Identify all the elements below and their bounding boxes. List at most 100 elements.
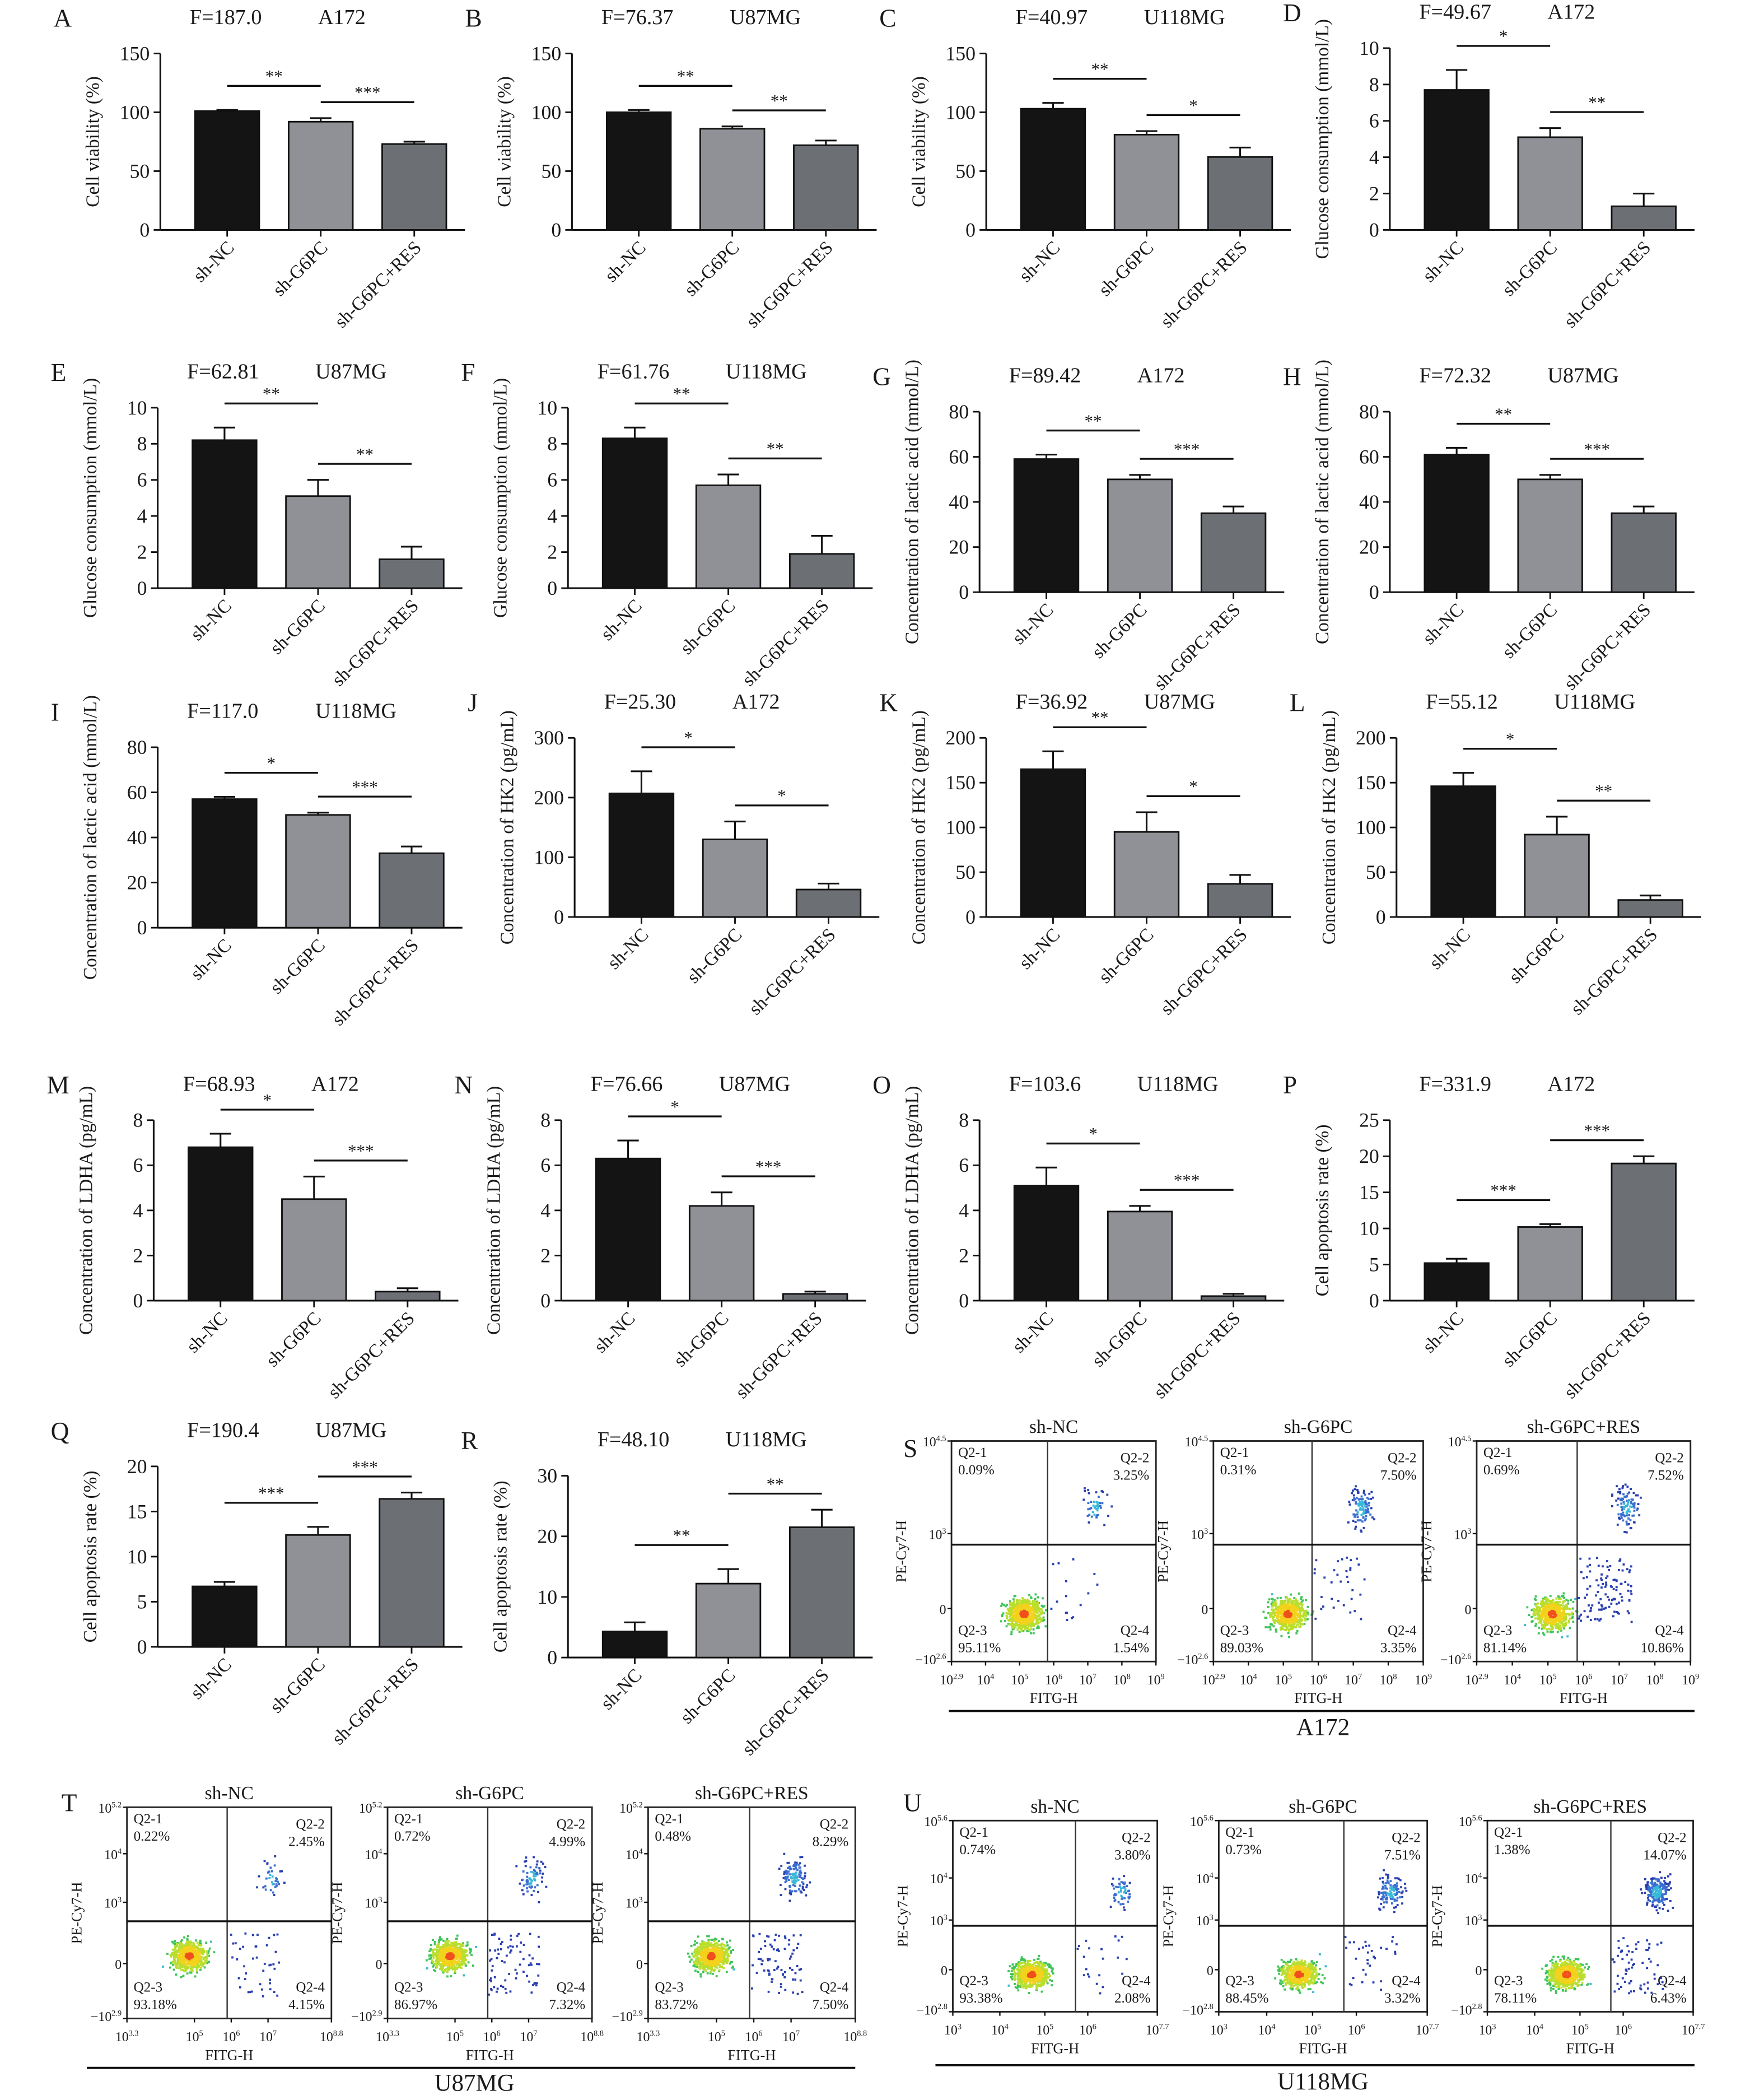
x-tick-label: 102.9 (1202, 1672, 1225, 1688)
event-dot (1087, 1502, 1090, 1505)
event-dot (1359, 1501, 1361, 1503)
event-dot (1532, 1609, 1535, 1612)
event-dot (792, 1949, 795, 1952)
y-tick-label: 20 (949, 536, 969, 558)
event-dot (179, 1961, 181, 1963)
event-dot (1633, 1502, 1636, 1505)
event-dot (1580, 1619, 1583, 1622)
event-dot (1305, 1613, 1308, 1615)
tick-exponent: 8 (1659, 1672, 1663, 1681)
event-dot (1619, 1593, 1622, 1595)
x-tick-label: sh-NC (1009, 599, 1058, 649)
event-dot (1561, 1636, 1563, 1638)
x-tick-label: sh-NC (597, 1665, 646, 1714)
event-dot (179, 1967, 181, 1969)
event-dot (1287, 1632, 1290, 1635)
event-dot (1021, 1597, 1024, 1599)
event-dot (1306, 1605, 1309, 1608)
event-dot (1359, 1508, 1361, 1511)
event-dot (456, 1961, 459, 1963)
event-dot (173, 1955, 175, 1958)
event-dot (455, 1943, 458, 1945)
event-dot (1554, 1623, 1557, 1626)
event-dot (1560, 1616, 1562, 1619)
event-dot (526, 1880, 529, 1883)
panel-letter: F (461, 358, 475, 387)
y-tick-label: 15 (127, 1500, 147, 1522)
event-dot (435, 1961, 438, 1963)
event-dot (1298, 1593, 1300, 1595)
event-dot (1284, 1600, 1287, 1603)
significance-label: ** (1495, 404, 1512, 423)
event-dot (1586, 1565, 1589, 1568)
event-dot (183, 1969, 186, 1972)
event-dot (268, 1870, 270, 1873)
event-dot (533, 1878, 536, 1880)
event-dot (1354, 1488, 1356, 1491)
event-dot (1359, 1519, 1362, 1522)
event-dot (1619, 1558, 1622, 1561)
event-dot (438, 1937, 441, 1940)
x-tick-label: 105 (1275, 1672, 1292, 1688)
event-dot (1640, 1496, 1642, 1499)
event-dot (542, 1862, 544, 1865)
event-dot (1035, 1622, 1038, 1624)
event-dot (1024, 1628, 1026, 1631)
x-tick-label: 104 (1504, 1672, 1521, 1688)
event-dot (1569, 1617, 1571, 1620)
event-dot (1043, 1605, 1046, 1608)
event-dot (1099, 1502, 1102, 1505)
event-dot (502, 1986, 505, 1989)
tick-base: 0 (1201, 1603, 1208, 1617)
y-tick-label: 103 (104, 1896, 122, 1911)
event-dot (540, 1860, 543, 1863)
event-dot (462, 1958, 465, 1961)
event-dot (1019, 1617, 1021, 1619)
quadrant-percent: 10.86% (1641, 1641, 1684, 1656)
event-dot (1095, 1507, 1098, 1510)
event-dot (799, 1884, 801, 1887)
event-dot (458, 1966, 461, 1968)
x-tick-label: sh-G6PC (676, 1665, 740, 1728)
event-dot (1291, 1623, 1293, 1626)
panel-letter: T (62, 1789, 77, 1817)
event-dot (1269, 1615, 1272, 1618)
event-dot (1079, 1604, 1082, 1607)
event-dot (522, 1884, 525, 1887)
event-dot (1306, 1611, 1309, 1614)
y-tick-label: 4 (959, 1199, 969, 1222)
event-dot (463, 1952, 465, 1954)
event-dot (1008, 1619, 1011, 1622)
event-dot (179, 1959, 182, 1962)
event-dot (1286, 1626, 1289, 1628)
event-dot (1538, 1626, 1541, 1629)
event-dot (1604, 1585, 1607, 1588)
quadrant-percent: 0.22% (134, 1829, 170, 1844)
event-dot (192, 1941, 195, 1944)
event-dot (1020, 1607, 1023, 1609)
event-dot (1271, 1593, 1273, 1596)
y-tick-label: 103 (929, 1527, 946, 1543)
event-dot (1356, 1557, 1359, 1560)
x-tick-label: sh-G6PC (1505, 924, 1568, 988)
y-tick-label: 40 (127, 826, 147, 849)
event-dot (1552, 1630, 1554, 1633)
event-dot (1613, 1610, 1616, 1613)
bar-sh-g6pc-res (1611, 1162, 1677, 1302)
event-dot (274, 1885, 277, 1888)
event-dot (1346, 1556, 1348, 1559)
event-dot (1305, 1599, 1308, 1601)
event-dot (1626, 1486, 1629, 1488)
tick-base: 0 (115, 1958, 122, 1972)
tick-base: 10 (1011, 1673, 1024, 1688)
f-statistic: F=55.12 (1426, 690, 1498, 714)
event-dot (1566, 1613, 1568, 1615)
y-tick-label: 50 (541, 160, 561, 182)
bar-sh-g6pc (699, 128, 766, 231)
event-dot (783, 1852, 786, 1855)
event-dot (464, 1951, 467, 1953)
event-dot (1627, 1589, 1630, 1592)
event-dot (1552, 1599, 1555, 1601)
